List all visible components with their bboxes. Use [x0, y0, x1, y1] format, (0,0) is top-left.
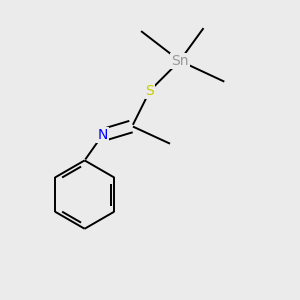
- Text: S: S: [146, 84, 154, 98]
- Text: N: N: [97, 128, 108, 142]
- Text: Sn: Sn: [171, 54, 188, 68]
